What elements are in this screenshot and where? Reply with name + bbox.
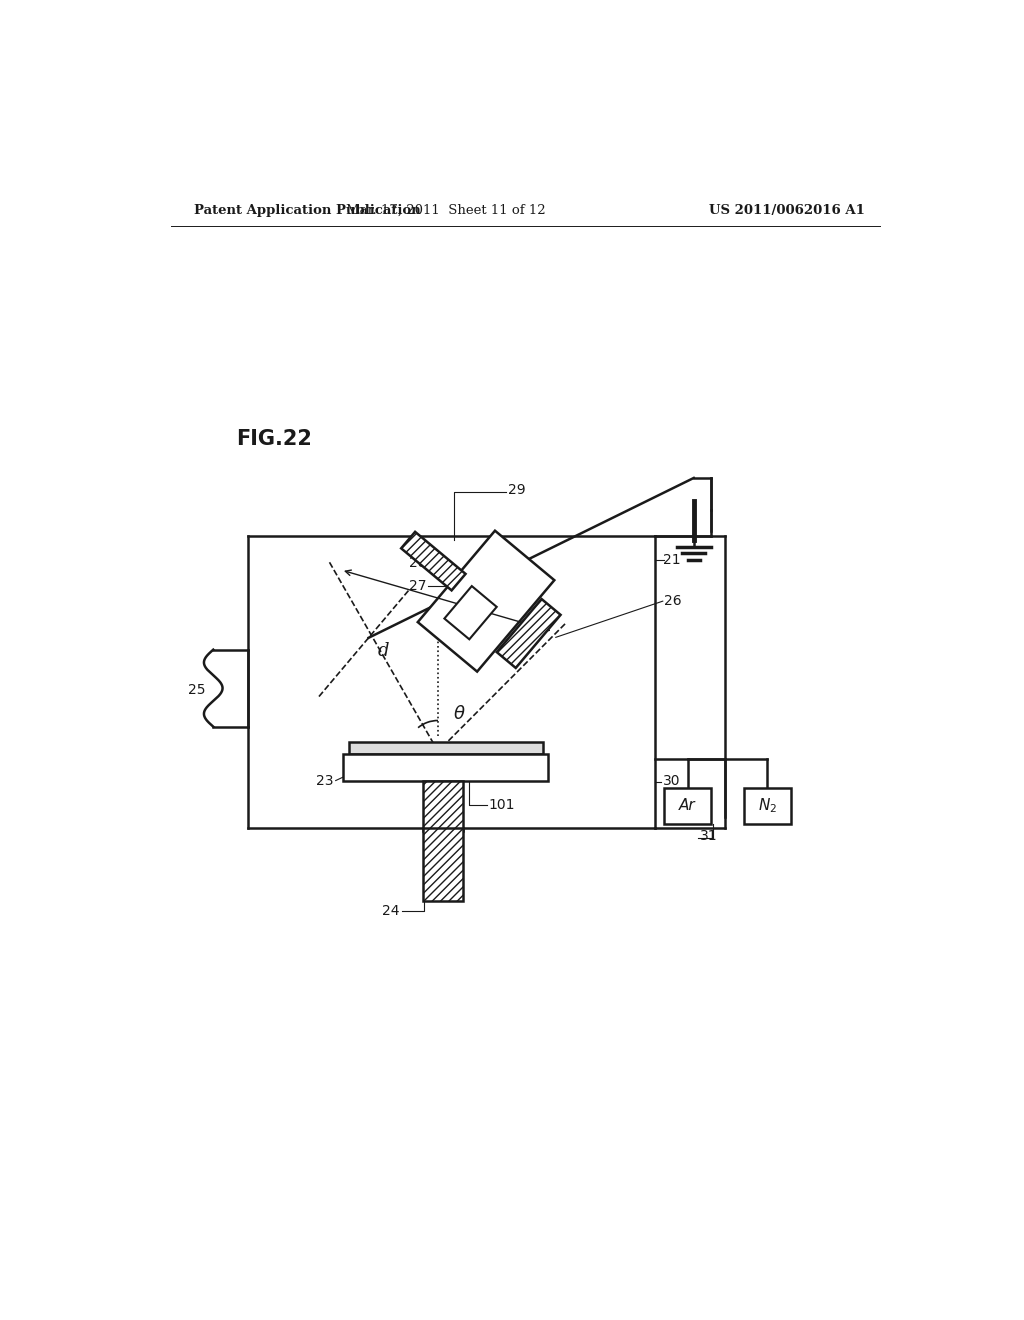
Text: 31: 31 bbox=[700, 829, 718, 843]
Polygon shape bbox=[497, 599, 560, 668]
Bar bbox=[423, 780, 463, 830]
Text: N$_2$: N$_2$ bbox=[758, 796, 777, 816]
Bar bbox=[343, 755, 548, 780]
Bar bbox=[744, 788, 791, 824]
Polygon shape bbox=[418, 531, 554, 672]
Polygon shape bbox=[444, 586, 497, 639]
Text: 23: 23 bbox=[315, 774, 334, 788]
Text: 25: 25 bbox=[188, 682, 206, 697]
Bar bbox=[665, 788, 711, 824]
Text: 26: 26 bbox=[665, 594, 682, 609]
Text: 30: 30 bbox=[663, 774, 680, 788]
Text: d: d bbox=[378, 643, 389, 660]
Text: 101: 101 bbox=[488, 799, 515, 812]
Text: 28: 28 bbox=[409, 556, 426, 570]
Text: 24: 24 bbox=[382, 904, 399, 919]
Polygon shape bbox=[401, 532, 466, 590]
Bar bbox=[423, 829, 463, 902]
Text: US 2011/0062016 A1: US 2011/0062016 A1 bbox=[709, 205, 864, 218]
Text: $\theta$: $\theta$ bbox=[454, 705, 466, 723]
Text: 21: 21 bbox=[663, 553, 680, 568]
Bar bbox=[349, 742, 543, 755]
Text: FIG.22: FIG.22 bbox=[237, 429, 312, 449]
Text: 27: 27 bbox=[409, 578, 426, 593]
Text: Ar: Ar bbox=[679, 799, 696, 813]
Text: Mar. 17, 2011  Sheet 11 of 12: Mar. 17, 2011 Sheet 11 of 12 bbox=[346, 205, 546, 218]
Text: 29: 29 bbox=[508, 483, 525, 496]
Text: Patent Application Publication: Patent Application Publication bbox=[194, 205, 421, 218]
